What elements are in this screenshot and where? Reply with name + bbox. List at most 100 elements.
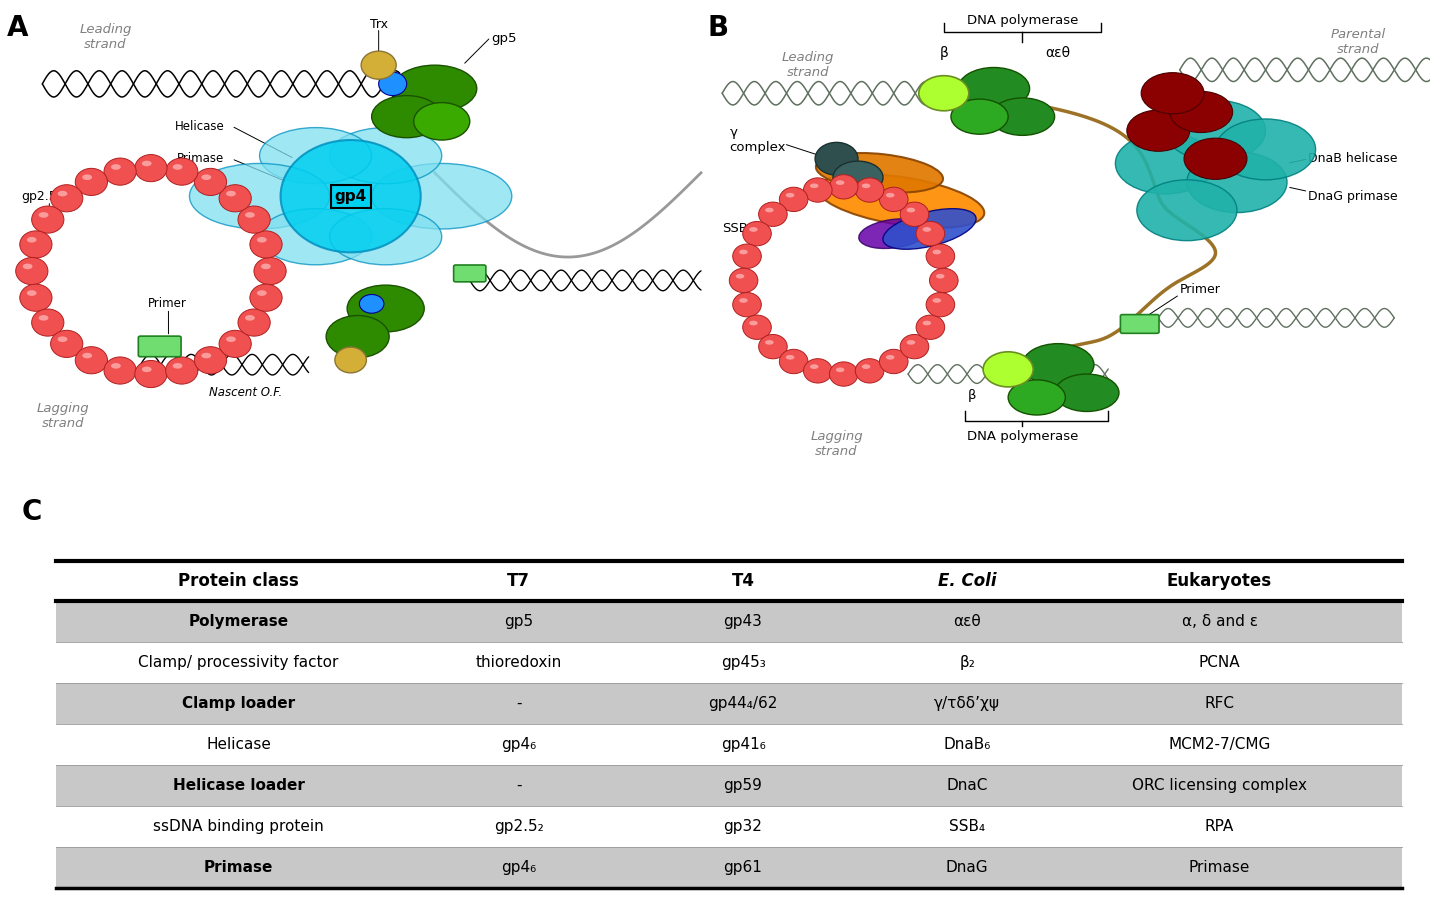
Ellipse shape: [83, 175, 92, 180]
Text: gp43: gp43: [724, 615, 762, 629]
Ellipse shape: [1055, 374, 1118, 411]
Ellipse shape: [932, 249, 941, 255]
Ellipse shape: [855, 178, 884, 202]
Ellipse shape: [759, 202, 788, 227]
Text: gp44₄/62: gp44₄/62: [708, 696, 778, 711]
Ellipse shape: [779, 187, 808, 212]
Ellipse shape: [779, 349, 808, 373]
Ellipse shape: [917, 315, 945, 339]
Ellipse shape: [749, 227, 758, 232]
Ellipse shape: [729, 268, 758, 292]
Ellipse shape: [166, 357, 197, 384]
Text: αεθ: αεθ: [1045, 47, 1071, 60]
Text: gp4: gp4: [335, 189, 366, 203]
Text: Protein class: Protein class: [179, 572, 299, 590]
Text: DNA polymerase: DNA polymerase: [967, 430, 1078, 443]
Ellipse shape: [899, 335, 928, 359]
Ellipse shape: [359, 294, 383, 313]
FancyBboxPatch shape: [139, 336, 182, 356]
Ellipse shape: [932, 298, 941, 302]
Ellipse shape: [104, 357, 136, 384]
Text: ssDNA binding protein: ssDNA binding protein: [153, 819, 325, 833]
Ellipse shape: [134, 155, 167, 182]
Ellipse shape: [260, 128, 372, 184]
Ellipse shape: [379, 72, 406, 95]
Text: PCNA: PCNA: [1198, 655, 1240, 670]
Text: SSB: SSB: [722, 222, 748, 236]
Ellipse shape: [335, 347, 366, 373]
Text: Parental
strand: Parental strand: [1331, 28, 1386, 56]
Text: Lagging
strand: Lagging strand: [811, 430, 862, 458]
Ellipse shape: [280, 140, 420, 252]
Ellipse shape: [166, 158, 197, 185]
Ellipse shape: [31, 206, 64, 233]
Ellipse shape: [1216, 119, 1316, 180]
Ellipse shape: [173, 164, 183, 170]
Ellipse shape: [1137, 180, 1237, 240]
Ellipse shape: [732, 292, 761, 317]
Circle shape: [1170, 92, 1233, 132]
Ellipse shape: [882, 209, 977, 249]
Ellipse shape: [855, 359, 884, 383]
Ellipse shape: [372, 95, 442, 138]
Text: DnaC: DnaC: [947, 778, 988, 793]
Ellipse shape: [749, 320, 758, 326]
Ellipse shape: [739, 249, 748, 255]
Ellipse shape: [31, 309, 64, 336]
Ellipse shape: [927, 244, 955, 268]
Text: DnaB₆: DnaB₆: [944, 737, 991, 752]
Ellipse shape: [39, 212, 49, 218]
Ellipse shape: [50, 184, 83, 212]
Circle shape: [832, 161, 882, 194]
Ellipse shape: [20, 231, 51, 258]
Text: gp59: gp59: [724, 778, 762, 793]
Text: E. Coli: E. Coli: [938, 572, 997, 590]
Ellipse shape: [1187, 152, 1287, 212]
Text: αεθ: αεθ: [1061, 389, 1084, 402]
Ellipse shape: [202, 353, 212, 358]
Ellipse shape: [194, 168, 226, 195]
Text: Helicase loader: Helicase loader: [173, 778, 305, 793]
Text: DnaG primase: DnaG primase: [1308, 190, 1399, 203]
Ellipse shape: [804, 359, 832, 383]
Text: Primase: Primase: [204, 860, 273, 875]
Ellipse shape: [809, 184, 818, 188]
Text: Trx: Trx: [370, 18, 388, 32]
Ellipse shape: [134, 361, 167, 388]
Text: gp4₆: gp4₆: [502, 737, 536, 752]
Ellipse shape: [742, 221, 771, 246]
Text: -: -: [516, 778, 522, 793]
Ellipse shape: [765, 208, 774, 212]
Ellipse shape: [859, 219, 928, 248]
Text: gp61: gp61: [724, 860, 762, 875]
Ellipse shape: [922, 227, 931, 232]
Ellipse shape: [835, 367, 844, 373]
FancyBboxPatch shape: [1121, 315, 1158, 333]
Text: gp41₆: gp41₆: [721, 737, 765, 752]
Ellipse shape: [237, 309, 270, 336]
Text: -: -: [516, 696, 522, 711]
Ellipse shape: [809, 364, 818, 369]
Ellipse shape: [23, 264, 33, 269]
Ellipse shape: [907, 340, 915, 345]
Text: ORC licensing complex: ORC licensing complex: [1133, 778, 1307, 793]
Ellipse shape: [245, 212, 255, 218]
Text: γ/τδδ’χψ: γ/τδδ’χψ: [934, 696, 1000, 711]
Text: β: β: [940, 47, 948, 60]
Ellipse shape: [260, 264, 270, 269]
Circle shape: [1141, 73, 1204, 113]
Ellipse shape: [732, 244, 761, 268]
Text: α, δ and ε: α, δ and ε: [1181, 615, 1257, 629]
Ellipse shape: [173, 363, 183, 369]
Text: Leading
strand: Leading strand: [782, 51, 834, 79]
Ellipse shape: [739, 298, 748, 302]
Ellipse shape: [742, 315, 771, 339]
Bar: [56, 643, 1401, 683]
Ellipse shape: [765, 340, 774, 345]
Circle shape: [1127, 110, 1190, 151]
Bar: [56, 847, 1401, 887]
Text: Primase: Primase: [1188, 860, 1250, 875]
Ellipse shape: [785, 355, 794, 360]
Text: Helicase: Helicase: [174, 120, 225, 132]
Ellipse shape: [326, 316, 389, 357]
